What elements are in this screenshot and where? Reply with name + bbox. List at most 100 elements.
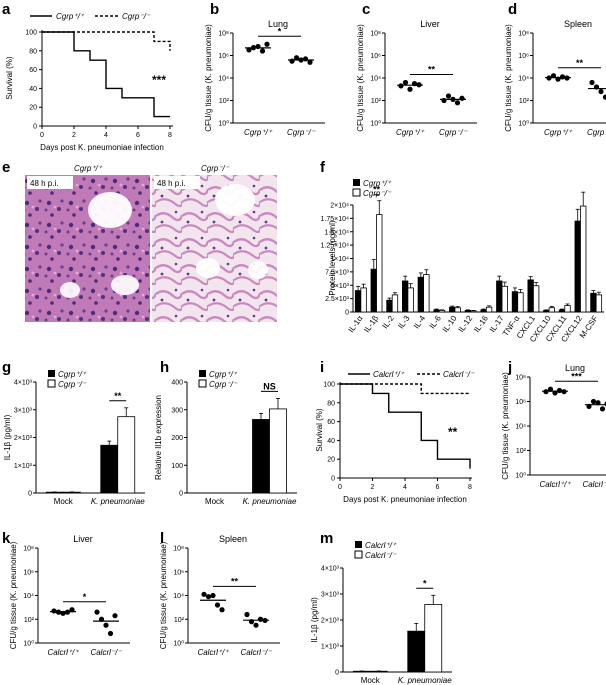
data-point-c [398,83,404,89]
data-point-b [307,59,313,65]
ytick-label-h: 200 [171,435,183,442]
panel-label-a: a [2,1,11,18]
ytick-label-k: 10⁸ [23,546,34,553]
ytick-label-i: 100 [323,382,335,389]
ytick-label-f: 1.5×10⁴ [324,229,349,236]
bar-f-1 [574,220,581,313]
ytick-label-c: 10⁶ [370,53,381,60]
ylabel-k: CFU/g tissue (K. pneumoniae) [9,541,18,649]
xtick-label-a: 2 [72,132,76,139]
ylabel-l: CFU/g tissue (K. pneumoniae) [159,541,168,649]
ytick-label-h: 0 [179,491,183,498]
ytick-label-g: 2×10³ [14,435,33,442]
legend-m-1: Calcrl⁺/⁺ [365,541,397,550]
xtick-label-a: 4 [104,132,108,139]
panel-label-m: m [320,530,333,547]
ytick-label-c: 10⁴ [370,76,381,83]
bar-f-1 [417,276,424,313]
data-point-b [264,41,270,47]
ytick-label-f: 1.75×10⁴ [320,216,349,223]
ytick-label-h: 400 [171,380,183,387]
ytick-label-c: 10² [371,98,382,105]
ytick-label-m: 4×10³ [321,566,340,573]
ytick-label-i: 20 [327,457,335,464]
ylabel-m: IL-1β (pg/ml) [310,597,319,643]
bar-f-1 [464,309,472,313]
histology-image-ko [152,175,277,322]
bar-f-2 [580,205,587,313]
data-point-l [201,591,207,597]
sig-f: ** [373,185,381,195]
panel-label-b: b [210,1,219,18]
data-point-l [205,594,212,600]
panel-label-l: l [160,530,164,547]
legend-h-2: Cgrp⁻/⁻ [209,380,238,389]
histo-tag-2: 48 h p.i. [157,179,185,188]
panel-label-j: j [507,359,512,376]
ytick-label-d: 10² [519,98,530,105]
bar-g-2 [62,491,81,494]
data-point-k [94,609,100,615]
data-point-c [407,86,413,92]
sig-h: NS [263,381,276,391]
data-point-k [103,622,109,628]
ylabel-c: CFU/g tissue (K. pneumoniae) [356,24,365,132]
category-label-h: Mock [205,497,225,506]
ytick-label-k: 10⁰ [23,640,34,648]
ytick-label-d: 10⁴ [518,76,529,83]
category-label-m: Mock [361,676,381,685]
bar-g-1 [45,491,64,494]
bar-f-2 [438,309,446,313]
ytick-label-m: 1×10³ [321,644,340,651]
sig-d: ** [576,58,584,68]
ytick-label-f: 5×10³ [331,283,350,290]
bar-f-2 [501,285,508,313]
ytick-label-c: 10⁸ [370,31,381,38]
category-label-f: IL-10 [441,314,459,335]
ytick-label-l: 10⁰ [173,640,184,648]
sig-c: ** [428,65,436,75]
ytick-label-l: 10² [174,617,185,624]
ytick-label-f: 2.5×10³ [325,296,350,303]
ytick-label-d: 10⁰ [518,120,529,128]
title-c: Liver [420,19,440,29]
legend-h-1: Cgrp⁺/⁺ [209,370,238,379]
category-label-f: IL-1α [347,314,365,335]
data-point-b [259,48,266,54]
legend-swatch-m [355,541,362,548]
ytick-label-a: 100 [25,30,37,37]
data-point-d [559,74,566,80]
bar-f-1 [386,299,393,313]
ylabel-g: IL-1β (pg/ml) [3,414,12,460]
title-b: Lung [268,19,288,29]
legend-a: Cgrp⁺/⁺ Cgrp⁻/⁻ [30,12,151,21]
panel-label-d: d [508,1,517,18]
survival-curve-i-1 [340,383,471,469]
ytick-label-j: 10⁴ [515,424,526,431]
group-label-k: Calcrl⁺/⁺ [47,648,79,657]
panel-label-c: c [362,1,370,18]
legend-g-1: Cgrp⁺/⁺ [58,370,87,379]
group-label-j: Calcrl⁻/⁻ [582,480,606,489]
xtick-label-i: 0 [338,484,342,491]
xtick-label-i: 8 [468,484,472,491]
ytick-label-b: 10² [219,98,230,105]
bar-f-2 [423,274,430,313]
ytick-label-a: 80 [29,48,37,55]
ylabel-a: Survival (%) [5,56,14,99]
sig-j: *** [571,371,582,381]
bar-f-1 [370,268,377,313]
bar-m-1 [407,630,426,673]
ylabel-i: Survival (%) [315,408,324,451]
group-label-d: Cgrp⁻/⁻ [587,128,606,137]
sig-k: * [83,592,87,602]
sig-b: * [278,26,282,36]
data-point-l [214,602,221,608]
histology-image-wt [25,175,150,322]
xtick-label-i: 6 [436,484,440,491]
sig-l: ** [231,576,239,586]
legend-g-2: Cgrp⁻/⁻ [58,380,87,389]
xtick-label-i: 4 [403,484,407,491]
bar-f-1 [590,292,597,313]
sig-i: ** [448,425,458,439]
